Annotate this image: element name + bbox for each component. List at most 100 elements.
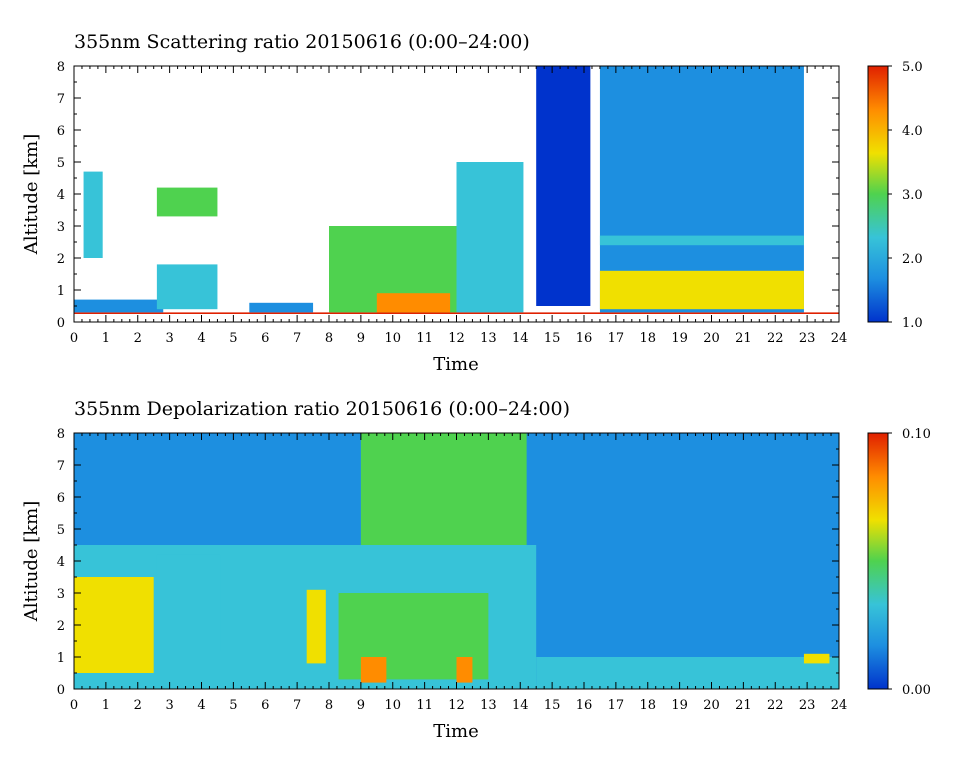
colorbar: 1.0 2.0 3.0 4.0 5.0 [867,60,923,331]
x-tick-label: 24 [831,331,848,346]
y-tick-label: 4 [57,188,65,203]
y-tick-label: 5 [57,156,65,171]
panel-depolarization-ratio: 355nm Depolarization ratio 20150616 (0:0… [21,398,931,742]
heatmap-field [74,66,839,314]
y-tick-label: 6 [57,491,65,506]
y-tick-label: 2 [57,252,65,267]
x-tick-label: 3 [165,331,173,346]
x-tick-label: 2 [134,698,142,713]
x-axis-label: Time [433,721,478,742]
heatmap-cell [376,293,451,313]
x-tick-label: 0 [70,331,78,346]
x-tick-label: 18 [639,331,656,346]
x-tick-label: 1 [102,331,110,346]
y-tick-label: 8 [57,60,65,75]
axes: 0 1 2 3 4 5 6 7 8 9 10 11 12 13 14 15 16 17 18 19 20 21 22 23 24… [57,60,848,346]
chart-title: 355nm Depolarization ratio 20150616 (0:0… [74,398,570,420]
heatmap-cell [74,312,839,314]
x-tick-label: 1 [102,698,110,713]
x-tick-label: 3 [165,698,173,713]
x-tick-label: 8 [325,331,333,346]
y-tick-label: 8 [57,427,65,442]
y-axis-label: Altitude [km] [21,501,42,623]
heatmap-cell [74,299,164,313]
colorbar: 0.00 0.10 [867,427,931,698]
y-axis-label: Altitude [km] [21,134,42,256]
x-tick-label: 2 [134,331,142,346]
colorbar-gradient [867,432,889,690]
heatmap-cell [360,433,527,545]
colorbar-tick-label: 4.0 [902,124,923,139]
colorbar-gradient [867,65,889,323]
colorbar-ticks: 0.00 0.10 [888,427,931,698]
x-tick-label: 21 [735,698,752,713]
heatmap-cell [456,657,473,683]
x-tick-label: 23 [799,331,816,346]
x-tick-label: 20 [703,698,720,713]
x-tick-label: 19 [671,331,688,346]
heatmap-cell [83,171,103,258]
heatmap-cell [803,653,830,664]
y-tick-label: 1 [57,651,65,666]
y-tick-label: 7 [57,459,65,474]
x-tick-label: 11 [416,698,433,713]
x-tick-label: 15 [544,331,561,346]
x-tick-label: 11 [416,331,433,346]
y-tick-label: 2 [57,619,65,634]
y-tick-label: 3 [57,220,65,235]
y-tick-label: 4 [57,555,65,570]
x-tick-label: 18 [639,698,656,713]
x-tick-label: 7 [293,698,301,713]
colorbar-tick-label: 0.10 [902,427,931,442]
colorbar-tick-label: 5.0 [902,60,923,75]
y-tick-label: 5 [57,523,65,538]
x-tick-label: 24 [831,698,848,713]
heatmap-cell [249,302,314,313]
heatmap-cell [536,657,839,689]
y-tick-label: 3 [57,587,65,602]
x-tick-label: 14 [512,698,529,713]
heatmap-cell [156,554,221,651]
colorbar-tick-label: 3.0 [902,188,923,203]
heatmap-cell [156,187,218,217]
heatmap-field [74,433,839,689]
x-tick-label: 13 [480,331,497,346]
x-tick-label: 6 [261,698,269,713]
x-tick-label: 0 [70,698,78,713]
heatmap-cell [599,270,804,310]
heatmap-cell [599,235,804,246]
colorbar-tick-label: 1.0 [902,316,923,331]
x-tick-label: 19 [671,698,688,713]
x-tick-label: 20 [703,331,720,346]
y-tick-label: 0 [57,316,65,331]
y-tick-label: 1 [57,284,65,299]
x-tick-label: 22 [767,331,784,346]
x-tick-label: 5 [229,331,237,346]
heatmap-cell [536,66,591,306]
x-tick-label: 14 [512,331,529,346]
x-tick-label: 9 [357,698,365,713]
heatmap-cell [156,264,218,310]
x-tick-label: 6 [261,331,269,346]
x-tick-label: 9 [357,331,365,346]
x-tick-label: 10 [384,331,401,346]
x-tick-label: 22 [767,698,784,713]
x-axis-label: Time [433,354,478,375]
x-tick-label: 4 [197,331,205,346]
heatmap-cell [456,162,524,313]
x-tick-label: 16 [576,331,593,346]
x-tick-label: 17 [608,331,625,346]
heatmap-cell [360,657,387,683]
x-tick-label: 13 [480,698,497,713]
x-tick-label: 23 [799,698,816,713]
y-tick-label: 7 [57,92,65,107]
x-tick-label: 7 [293,331,301,346]
x-tick-label: 12 [448,331,465,346]
panel-scattering-ratio: 355nm Scattering ratio 20150616 (0:00–24… [21,31,923,375]
x-tick-label: 4 [197,698,205,713]
x-tick-label: 8 [325,698,333,713]
colorbar-tick-label: 2.0 [902,252,923,267]
colorbar-tick-label: 0.00 [902,683,931,698]
axes: 0 1 2 3 4 5 6 7 8 9 10 11 12 13 14 15 16 17 18 19 20 21 22 23 24… [57,427,848,713]
